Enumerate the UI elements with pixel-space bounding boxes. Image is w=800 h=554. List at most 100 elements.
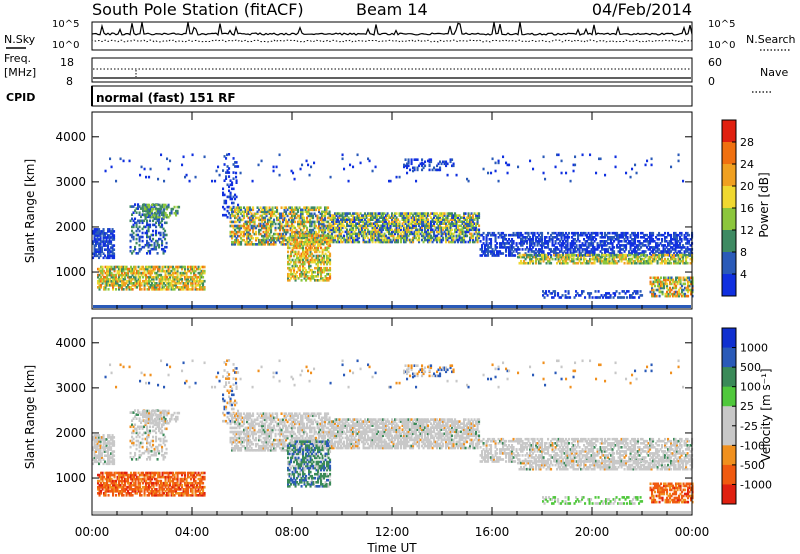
power-cell [652, 259, 655, 263]
power-cell [237, 218, 240, 222]
power-cell [200, 279, 203, 283]
power-cell [288, 240, 291, 244]
power-cell [662, 244, 665, 247]
power-cell [252, 208, 255, 212]
power-cell [143, 269, 146, 273]
power-cell [326, 236, 329, 239]
power-cell [329, 277, 332, 280]
power-cell [620, 259, 623, 263]
power-cell [616, 238, 619, 241]
power-cell [147, 249, 150, 253]
power-cell [133, 277, 136, 281]
power-cell [289, 232, 292, 236]
power-cell [671, 242, 674, 245]
power-cell [305, 258, 308, 262]
power-cell [135, 229, 138, 233]
power-cell [404, 230, 407, 234]
power-cell [353, 220, 356, 223]
power-cell [105, 240, 108, 243]
power-cell [296, 252, 299, 256]
power-cell [388, 240, 391, 244]
power-cell [184, 265, 187, 269]
power-cell [155, 265, 158, 269]
power-cell [121, 267, 124, 271]
power-cell [649, 238, 652, 241]
power-cell [358, 228, 361, 232]
power-cell [97, 286, 100, 289]
power-cell [359, 218, 362, 221]
power-cell [416, 158, 419, 161]
power-cell [473, 222, 476, 225]
power-cell [247, 210, 250, 214]
power-cell [141, 227, 144, 231]
power-cell [653, 246, 656, 249]
power-cell [274, 236, 277, 240]
power-cell [557, 242, 560, 245]
power-cell [358, 232, 361, 236]
power-cell [605, 250, 608, 253]
power-cell [258, 230, 261, 234]
power-cell [112, 288, 115, 291]
power-cell [304, 206, 307, 209]
power-cell [556, 255, 559, 259]
power-cell [262, 216, 265, 220]
power-cell [385, 222, 388, 225]
power-cell [321, 218, 324, 222]
power-cell [637, 259, 640, 263]
power-cell [270, 210, 273, 214]
power-cell [482, 236, 485, 239]
power-cell [265, 228, 268, 232]
power-cell [134, 284, 137, 287]
power-cell [451, 228, 454, 232]
power-cell [452, 222, 455, 225]
power-cell [290, 238, 293, 241]
power-cell [319, 228, 322, 232]
power-cell [302, 248, 305, 252]
power-cell [508, 254, 511, 257]
power-cell [395, 228, 398, 232]
power-cell [353, 236, 356, 240]
power-cell [158, 203, 161, 207]
power-cell [446, 218, 449, 221]
power-cell [532, 246, 535, 249]
power-cell [383, 232, 386, 236]
power-cell [370, 214, 373, 217]
power-cell [98, 279, 101, 283]
power-cell [365, 232, 368, 236]
power-cell [418, 234, 421, 238]
power-cell [184, 286, 187, 289]
power-cell [135, 211, 138, 214]
power-cell [228, 211, 231, 215]
power-cell [554, 252, 557, 255]
power-cell [279, 232, 282, 236]
power-cell [508, 238, 511, 241]
power-cell [613, 252, 616, 255]
power-cell [337, 218, 340, 221]
power-cell [434, 238, 437, 242]
power-cell [689, 252, 692, 255]
power-cell [586, 250, 589, 253]
power-cell [194, 282, 197, 285]
power-cell [137, 227, 140, 231]
power-cell [655, 246, 658, 249]
power-cell [340, 222, 343, 225]
power-cell [252, 218, 255, 222]
power-cell [297, 260, 300, 264]
power-cell [243, 214, 246, 218]
power-cell [273, 210, 276, 214]
power-cell [622, 257, 625, 261]
power-cell [679, 250, 682, 253]
power-cell [252, 236, 255, 240]
power-cell [362, 236, 365, 240]
power-cell [400, 238, 403, 242]
power-cell [252, 230, 255, 234]
power-cell [661, 250, 664, 253]
power-cell [476, 240, 479, 244]
power-cell [98, 244, 101, 247]
power-cell [631, 238, 634, 241]
power-cell [382, 224, 385, 228]
power-cell [314, 260, 317, 264]
power-cell [460, 238, 463, 242]
power-cell [416, 228, 419, 232]
power-cell [352, 216, 355, 219]
